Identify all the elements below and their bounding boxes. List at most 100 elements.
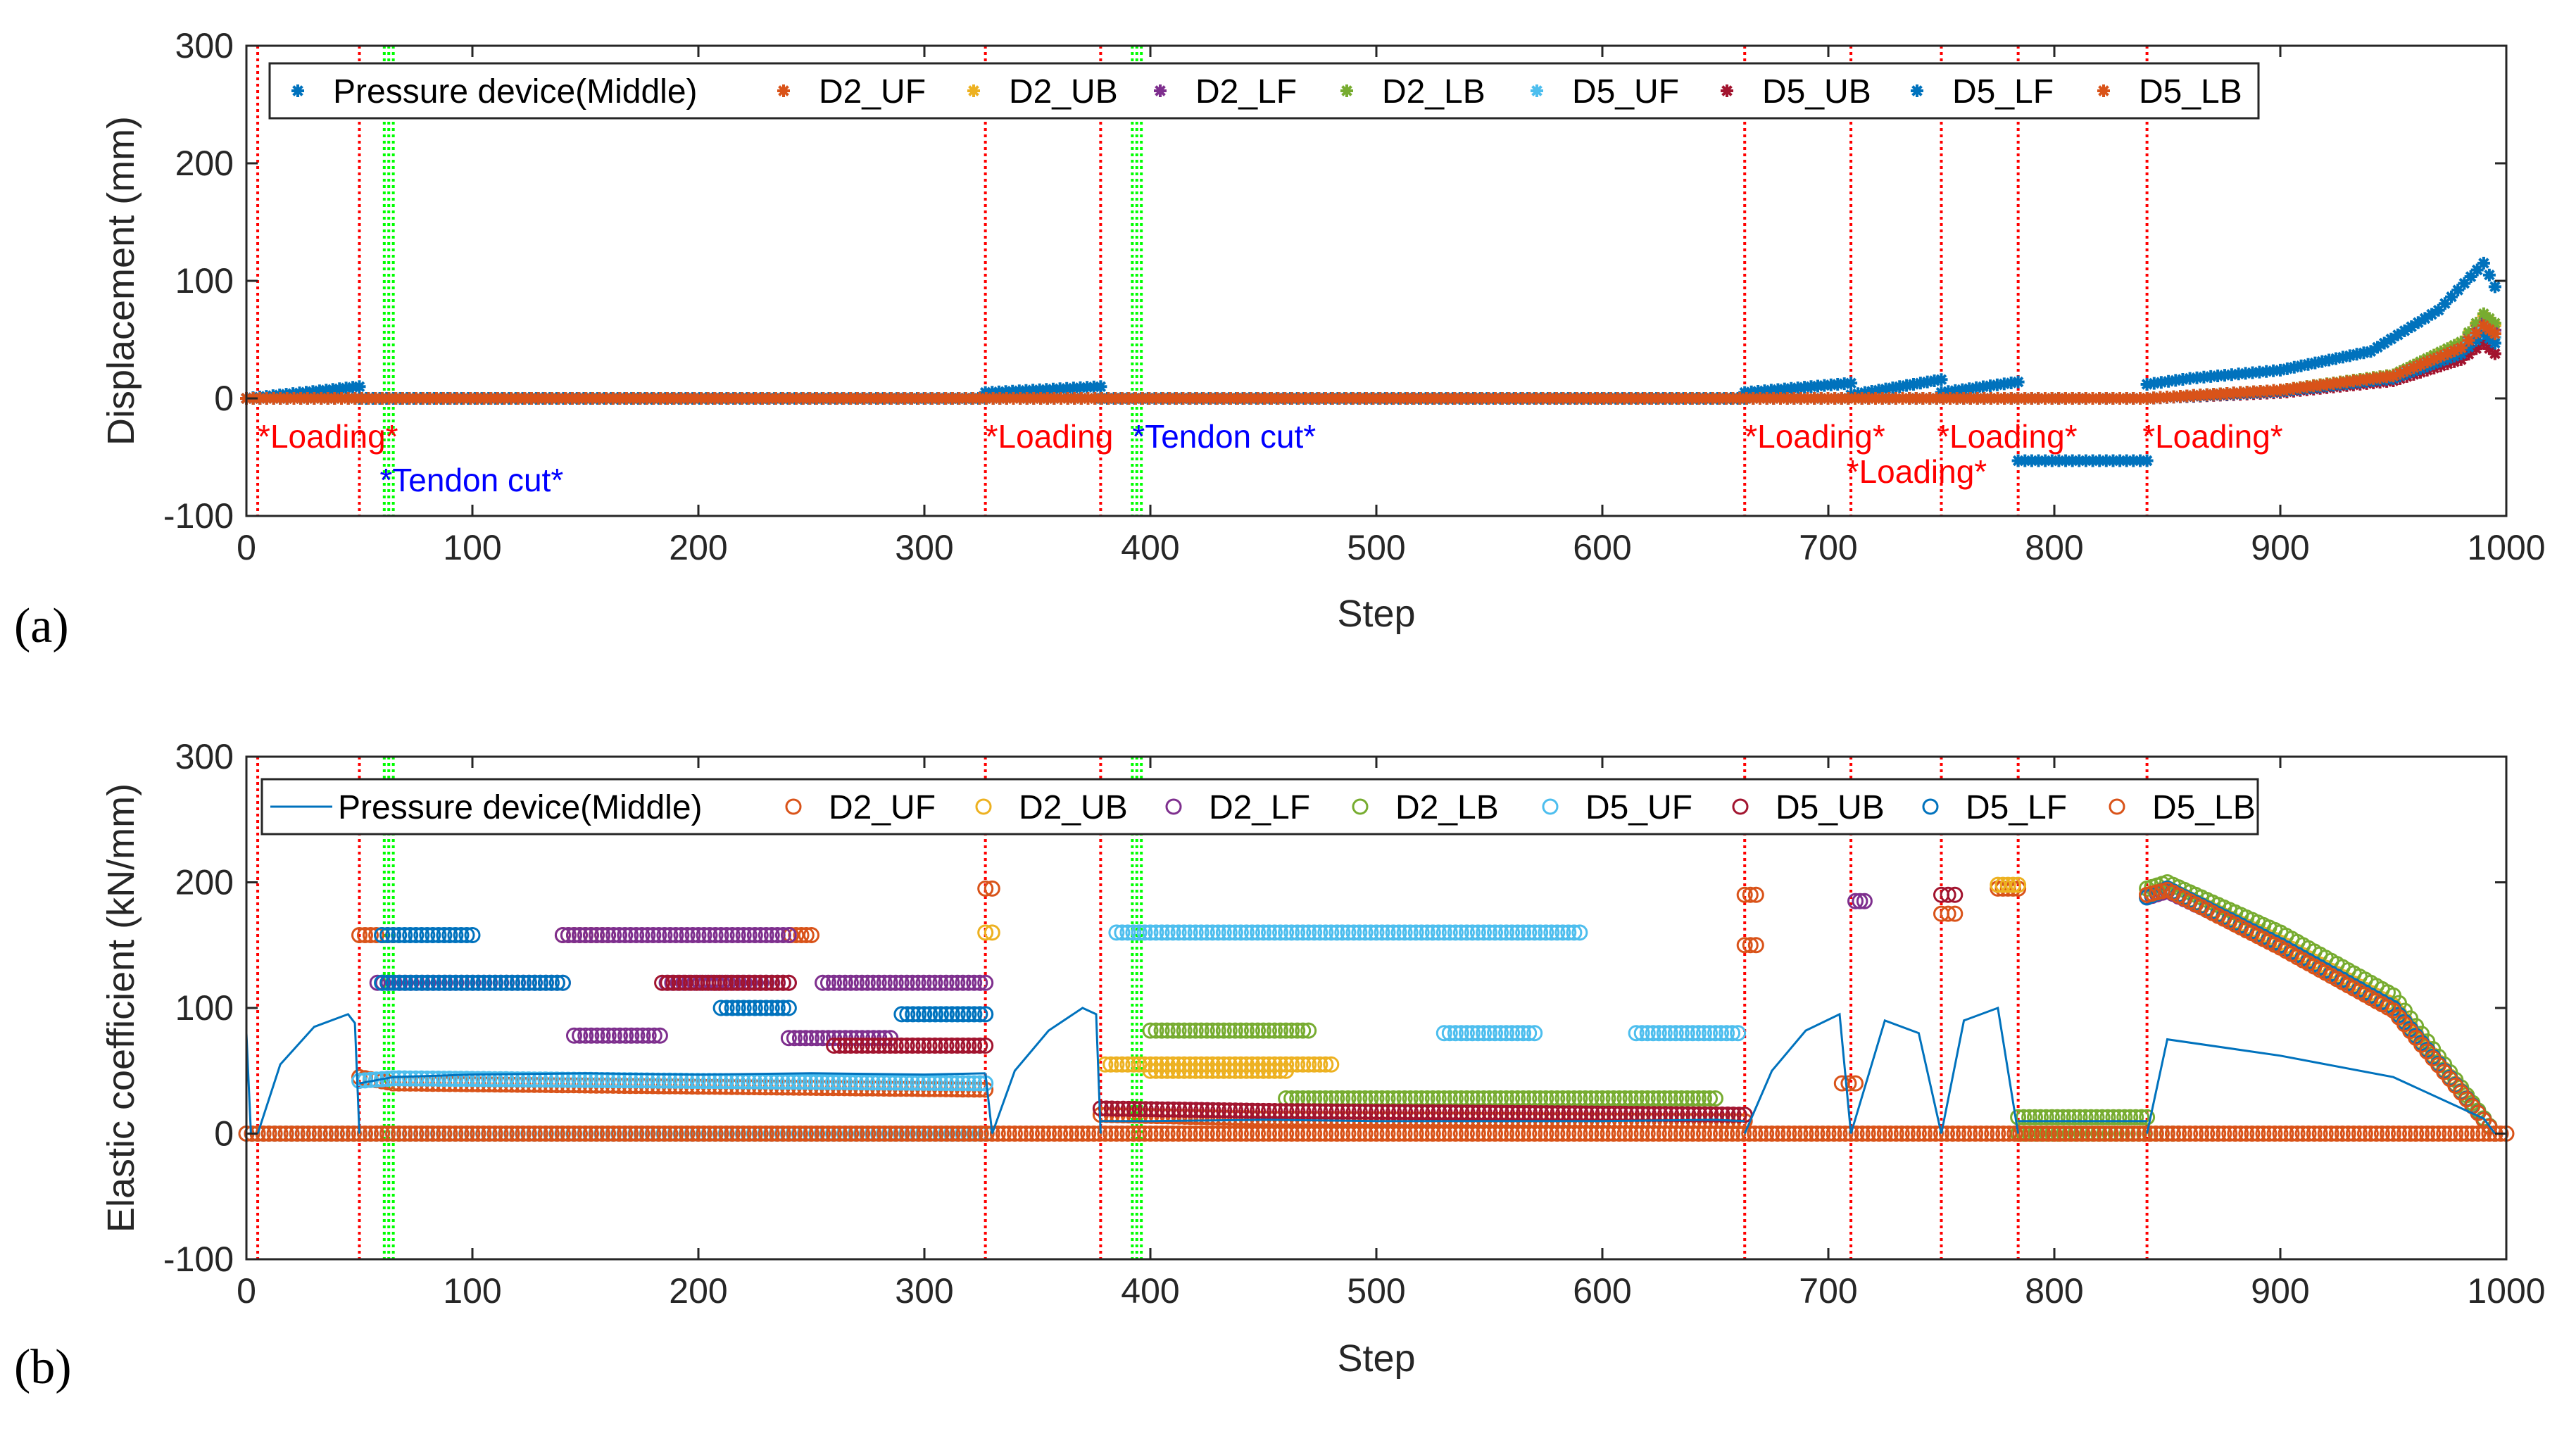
data-point	[1730, 1025, 1747, 1042]
data-point	[1413, 924, 1430, 941]
data-point	[1633, 1090, 1650, 1107]
data-point	[735, 1126, 752, 1142]
data-point	[1515, 924, 1532, 941]
data-point	[2385, 1126, 2401, 1142]
data-point	[1633, 1025, 1650, 1042]
data-point	[870, 1038, 887, 1054]
data-point	[2012, 1126, 2029, 1142]
data-point	[1554, 924, 1571, 941]
data-point	[447, 1071, 464, 1088]
data-point	[2373, 1126, 2390, 1142]
data-point	[639, 927, 656, 943]
data-point	[1656, 1025, 1673, 1042]
data-point	[972, 974, 988, 991]
legend-entry: Pressure device(Middle)	[270, 789, 703, 826]
data-point	[1487, 924, 1503, 941]
data-point	[2311, 1126, 2328, 1142]
data-point	[2080, 1126, 2097, 1142]
event-annotation: *Loading*	[258, 418, 398, 455]
series-markers	[1935, 375, 2025, 399]
data-point	[921, 1038, 938, 1054]
data-point	[1476, 1104, 1493, 1121]
data-point	[458, 974, 475, 991]
data-point	[532, 1071, 548, 1088]
data-point	[932, 974, 949, 991]
data-point	[690, 1126, 707, 1142]
data-point	[977, 1038, 994, 1054]
data-point	[486, 1071, 503, 1088]
data-point	[1554, 1126, 1571, 1142]
data-point	[436, 974, 453, 991]
data-point	[1424, 1126, 1441, 1142]
data-point	[690, 927, 707, 943]
data-point	[2010, 876, 2027, 893]
data-point	[600, 927, 617, 943]
data-point	[853, 974, 870, 991]
data-point	[1289, 924, 1306, 941]
data-point	[1447, 1126, 1464, 1142]
data-point	[526, 974, 543, 991]
data-point	[1481, 1126, 1497, 1142]
data-point	[774, 927, 791, 943]
data-point	[1379, 924, 1396, 941]
data-point	[679, 927, 696, 943]
x-tick-label: 0	[237, 528, 256, 567]
data-point	[1707, 1025, 1723, 1042]
data-point	[689, 974, 705, 991]
data-point	[1961, 1126, 1978, 1142]
data-point	[1831, 1126, 1848, 1142]
x-tick-label: 1000	[2467, 1271, 2545, 1311]
data-point	[577, 927, 593, 943]
data-point	[1063, 1126, 1080, 1142]
data-point	[1125, 1126, 1142, 1142]
legend-entry: D5_LB	[2109, 789, 2256, 826]
data-point	[2323, 1126, 2339, 1142]
data-point	[1639, 1126, 1656, 1142]
legend-marker	[2097, 84, 2110, 97]
data-point	[798, 927, 815, 943]
data-point	[1215, 1062, 1232, 1079]
panel-label-b: (b)	[14, 1340, 72, 1394]
data-point	[841, 1074, 858, 1090]
data-point	[2108, 1126, 2125, 1142]
data-point	[1317, 1126, 1334, 1142]
data-point	[1967, 1126, 1984, 1142]
x-tick-label: 900	[2251, 528, 2309, 567]
event-annotation: *Loading*	[1847, 453, 1987, 490]
data-point	[910, 1126, 927, 1142]
data-point	[1176, 1022, 1193, 1039]
data-point	[645, 927, 662, 943]
data-point	[430, 1126, 447, 1142]
x-tick-label: 300	[895, 1271, 953, 1311]
data-point	[2142, 1126, 2159, 1142]
data-point	[1691, 1106, 1708, 1123]
data-point	[1295, 1103, 1312, 1120]
data-point	[746, 927, 763, 943]
data-point	[1176, 1102, 1193, 1118]
data-point	[1600, 1126, 1616, 1142]
legend-entry: D5_UF	[1542, 789, 1692, 826]
data-point	[1148, 924, 1164, 941]
data-point	[2074, 1126, 2091, 1142]
data-point	[1232, 1022, 1249, 1039]
data-point	[1797, 1126, 1814, 1142]
data-point	[1419, 924, 1435, 941]
data-point	[1947, 886, 1964, 903]
data-point	[1893, 1126, 1910, 1142]
data-point	[1464, 924, 1481, 941]
data-point	[1312, 1056, 1328, 1073]
data-point	[926, 974, 943, 991]
data-point	[300, 1126, 317, 1142]
data-point	[904, 974, 921, 991]
data-point	[741, 1000, 758, 1016]
data-point	[2204, 1126, 2221, 1142]
data-point	[843, 1126, 860, 1142]
data-point	[1639, 1090, 1656, 1107]
data-point	[1159, 1126, 1176, 1142]
data-point	[1131, 924, 1148, 941]
data-point	[1102, 1126, 1119, 1142]
data-point	[654, 974, 671, 991]
data-point	[780, 1030, 797, 1047]
data-point	[1633, 1126, 1650, 1142]
